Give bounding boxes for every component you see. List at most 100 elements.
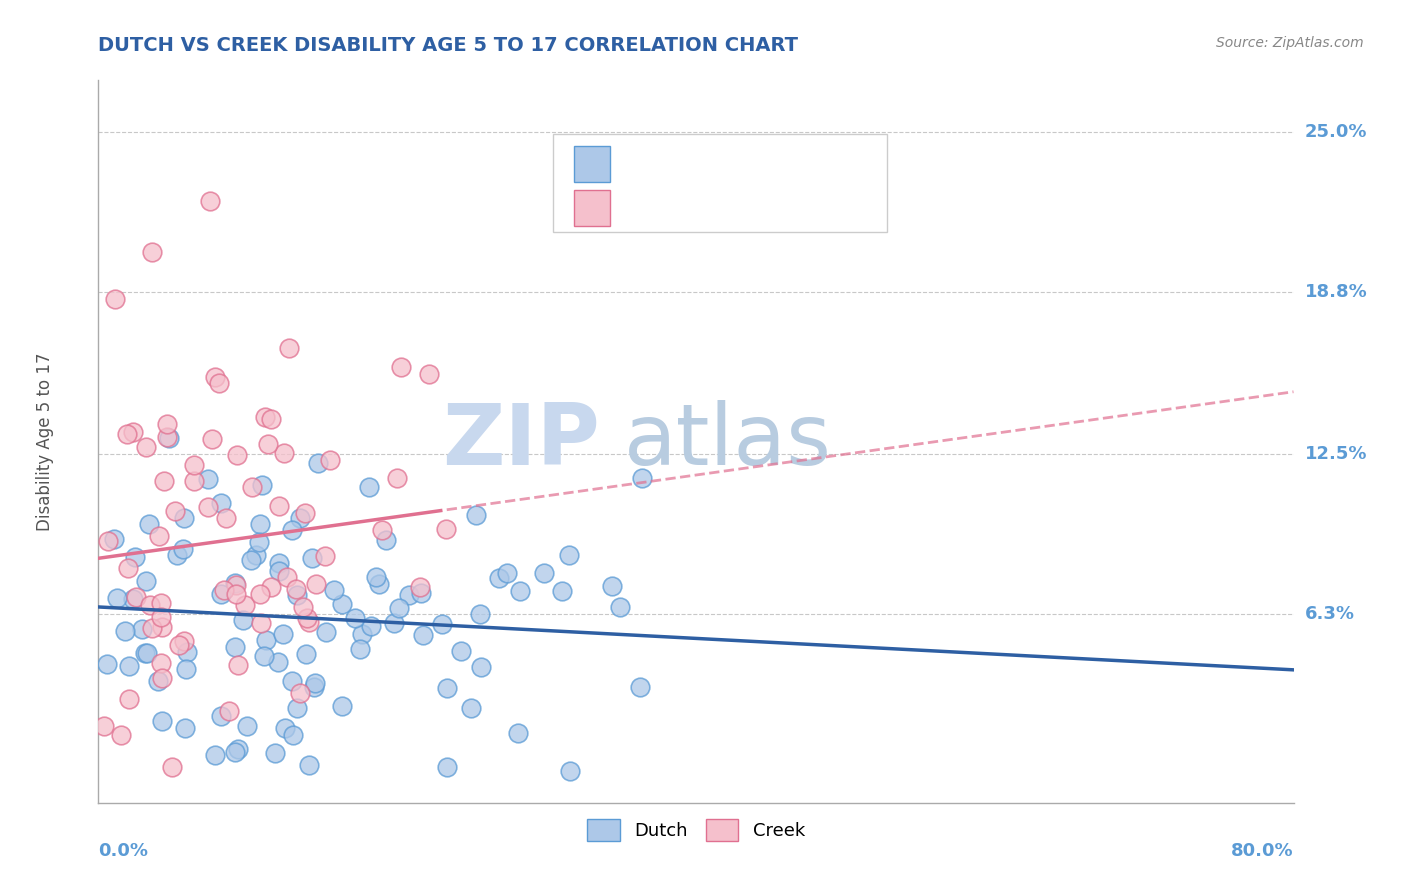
Text: 0.110: 0.110 bbox=[669, 199, 728, 217]
Point bbox=[124, 549, 146, 564]
Point bbox=[153, 474, 176, 488]
Point bbox=[104, 293, 127, 307]
Point bbox=[465, 508, 488, 523]
Point bbox=[411, 586, 433, 600]
Point bbox=[349, 641, 371, 656]
Text: 12.5%: 12.5% bbox=[1305, 445, 1367, 464]
Text: N =: N = bbox=[738, 199, 790, 217]
Point bbox=[201, 432, 224, 446]
Point bbox=[141, 621, 163, 635]
Point bbox=[157, 431, 180, 445]
Point bbox=[183, 474, 205, 488]
Point bbox=[226, 742, 249, 756]
Point bbox=[509, 584, 531, 599]
Point bbox=[385, 471, 408, 485]
Point bbox=[250, 615, 273, 630]
Point bbox=[134, 646, 156, 660]
Point bbox=[114, 624, 136, 638]
Point bbox=[150, 714, 173, 728]
Point bbox=[121, 591, 143, 606]
Point bbox=[174, 662, 197, 676]
Point bbox=[166, 548, 188, 562]
Point bbox=[250, 478, 273, 492]
Point bbox=[366, 570, 388, 584]
Point bbox=[285, 582, 308, 596]
Point bbox=[260, 412, 283, 426]
Point bbox=[245, 549, 267, 563]
Point bbox=[225, 587, 247, 601]
Point bbox=[150, 596, 173, 610]
Point bbox=[232, 613, 254, 627]
Text: atlas: atlas bbox=[624, 400, 832, 483]
Point bbox=[118, 659, 141, 673]
Point bbox=[508, 726, 530, 740]
Point bbox=[276, 570, 298, 584]
Text: 80.0%: 80.0% bbox=[1230, 842, 1294, 860]
Point bbox=[148, 673, 170, 688]
Point bbox=[450, 644, 472, 658]
Point bbox=[240, 553, 263, 567]
Point bbox=[103, 532, 125, 546]
Point bbox=[357, 480, 380, 494]
Point bbox=[247, 535, 270, 549]
Point bbox=[260, 580, 283, 594]
Point bbox=[496, 566, 519, 581]
Point bbox=[307, 456, 329, 470]
Point bbox=[382, 615, 405, 630]
Point bbox=[224, 575, 246, 590]
Point bbox=[93, 719, 115, 733]
Point bbox=[150, 671, 173, 685]
Point bbox=[105, 591, 128, 605]
Point bbox=[226, 657, 249, 672]
Point bbox=[295, 611, 318, 625]
Point bbox=[609, 599, 631, 614]
Point bbox=[138, 599, 160, 613]
Point bbox=[533, 566, 555, 580]
Point bbox=[152, 620, 174, 634]
Point bbox=[281, 728, 304, 742]
Text: 18.8%: 18.8% bbox=[1305, 283, 1368, 301]
Point bbox=[298, 615, 321, 629]
Point bbox=[197, 500, 219, 515]
Point bbox=[277, 341, 299, 355]
Point bbox=[600, 579, 623, 593]
Point bbox=[267, 556, 290, 570]
Point bbox=[249, 587, 271, 601]
Point bbox=[204, 370, 226, 384]
Point bbox=[257, 436, 280, 450]
Point bbox=[370, 523, 392, 537]
Bar bbox=[574, 145, 610, 182]
Point bbox=[118, 691, 141, 706]
Point bbox=[290, 686, 312, 700]
Text: R =: R = bbox=[624, 199, 661, 217]
Point bbox=[169, 639, 191, 653]
Point bbox=[468, 607, 491, 621]
Point bbox=[197, 472, 219, 486]
Point bbox=[436, 681, 458, 696]
Point bbox=[254, 632, 277, 647]
Point bbox=[388, 601, 411, 615]
Point bbox=[173, 633, 195, 648]
Point bbox=[125, 590, 148, 604]
Point bbox=[315, 625, 337, 640]
Point bbox=[631, 471, 654, 485]
Point bbox=[409, 580, 432, 594]
Point bbox=[209, 587, 232, 601]
Point bbox=[285, 701, 308, 715]
Point bbox=[628, 681, 651, 695]
Point bbox=[148, 529, 170, 543]
Point bbox=[557, 548, 579, 562]
Text: -0.132: -0.132 bbox=[669, 154, 730, 173]
Point bbox=[281, 523, 304, 537]
Point bbox=[294, 506, 316, 520]
Point bbox=[298, 757, 321, 772]
Point bbox=[172, 542, 194, 557]
Point bbox=[224, 745, 246, 759]
Point bbox=[173, 510, 195, 524]
Point bbox=[135, 440, 157, 454]
Point bbox=[110, 728, 132, 742]
Point bbox=[209, 496, 232, 510]
Point bbox=[360, 619, 382, 633]
Text: R =: R = bbox=[624, 154, 661, 173]
Point bbox=[209, 709, 232, 723]
